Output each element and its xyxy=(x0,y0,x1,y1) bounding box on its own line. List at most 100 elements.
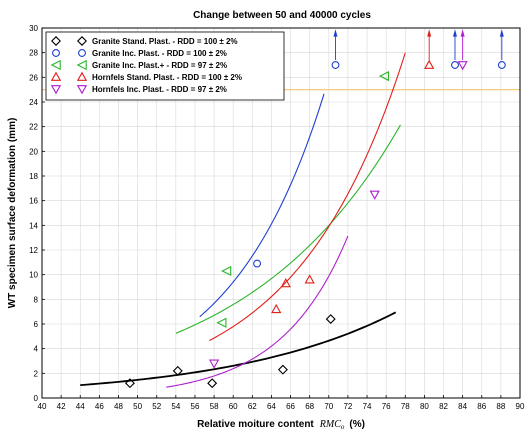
out-of-range-arrowhead xyxy=(452,29,457,37)
legend-label: Granite Stand. Plast. - RDD = 100 ± 2% xyxy=(92,37,238,46)
legend-marker xyxy=(77,36,87,46)
y-tick-label: 16 xyxy=(29,197,38,206)
x-tick-label: 58 xyxy=(210,402,219,411)
data-point xyxy=(378,71,389,82)
fit-curve-3 xyxy=(209,52,406,342)
legend-marker xyxy=(51,36,61,46)
legend-marker xyxy=(76,85,88,95)
x-tick-label: 62 xyxy=(248,402,257,411)
x-tick-label: 78 xyxy=(401,402,410,411)
data-point xyxy=(304,274,315,284)
y-axis-label: WT specimen surface deformation (mm) xyxy=(7,118,18,309)
data-point xyxy=(207,378,218,389)
x-tick-label: 84 xyxy=(458,402,467,411)
legend-marker xyxy=(76,71,88,81)
out-of-range-point xyxy=(424,59,435,69)
x-tick-label: 64 xyxy=(267,402,276,411)
out-of-range-markers xyxy=(331,29,506,71)
x-tick-label: 48 xyxy=(114,402,123,411)
y-tick-label: 12 xyxy=(29,246,38,255)
x-tick-label: 90 xyxy=(516,402,525,411)
x-axis-label-symbol: RMC xyxy=(319,419,341,430)
x-tick-label: 66 xyxy=(286,402,295,411)
x-tick-label: 44 xyxy=(76,402,85,411)
y-tick-label: 24 xyxy=(29,98,38,107)
x-tick-label: 50 xyxy=(133,402,142,411)
x-axis-label-text: Relative moiture content xyxy=(197,419,314,430)
x-tick-label: 52 xyxy=(152,402,161,411)
y-tick-label: 14 xyxy=(29,221,38,230)
data-point xyxy=(172,365,183,376)
fit-curve-1 xyxy=(199,93,325,318)
out-of-range-point xyxy=(451,61,459,69)
chart-title: Change between 50 and 40000 cycles xyxy=(193,10,371,21)
y-tick-label: 20 xyxy=(29,147,38,156)
y-tick-label: 6 xyxy=(34,320,39,329)
x-tick-label: 68 xyxy=(305,402,314,411)
x-tick-label: 76 xyxy=(382,402,391,411)
x-tick-label: 74 xyxy=(363,402,372,411)
y-tick-label: 22 xyxy=(29,123,38,132)
out-of-range-arrowhead xyxy=(427,29,432,37)
legend-label: Hornfels Stand. Plast. - RDD = 100 ± 2% xyxy=(92,73,242,82)
out-of-range-point xyxy=(331,61,340,69)
legend-marker xyxy=(50,85,62,95)
x-tick-label: 88 xyxy=(496,402,505,411)
x-tick-label: 72 xyxy=(343,402,352,411)
y-tick-label: 8 xyxy=(34,295,39,304)
legend-label: Granite Inc. Plast.+ - RDD = 97 ± 2% xyxy=(92,61,227,70)
data-point xyxy=(369,190,380,200)
data-point xyxy=(280,277,291,288)
plot-frame xyxy=(41,27,521,399)
x-tick-label: 42 xyxy=(57,402,66,411)
y-tick-label: 10 xyxy=(29,271,38,280)
x-tick-label: 56 xyxy=(191,402,200,411)
legend-marker xyxy=(50,59,61,71)
x-axis-label-subscript: o xyxy=(341,423,345,431)
x-axis-label: Relative moiture content RMCo (%) xyxy=(197,419,365,431)
data-point xyxy=(216,317,227,328)
out-of-range-point xyxy=(497,61,506,69)
x-tick-label: 40 xyxy=(38,402,47,411)
data-point xyxy=(253,259,262,268)
y-tick-label: 4 xyxy=(34,345,39,354)
out-of-range-arrowhead xyxy=(460,29,465,37)
out-of-range-point xyxy=(457,61,468,71)
legend-label: Granite Inc. Plast. - RDD = 100 ± 2% xyxy=(92,49,227,58)
x-tick-label: 80 xyxy=(420,402,429,411)
fit-curves xyxy=(80,52,406,388)
data-point xyxy=(325,314,336,325)
fit-curve-4 xyxy=(166,235,349,388)
legend-marker xyxy=(78,49,86,57)
x-axis-label-unit: (%) xyxy=(349,419,365,430)
out-of-range-arrowhead xyxy=(333,29,338,37)
x-tick-label: 70 xyxy=(324,402,333,411)
legend-marker xyxy=(52,49,60,57)
y-tick-label: 28 xyxy=(29,49,38,58)
legend-marker xyxy=(50,71,62,81)
y-tick-label: 2 xyxy=(34,369,39,378)
x-tick-label: 60 xyxy=(229,402,238,411)
x-tick-label: 86 xyxy=(477,402,486,411)
fit-curve-2 xyxy=(175,124,401,334)
data-point xyxy=(208,359,220,369)
x-tick-label: 82 xyxy=(439,402,448,411)
data-point xyxy=(221,265,232,277)
fit-curve-0 xyxy=(80,311,397,387)
y-tick-label: 30 xyxy=(29,24,38,33)
y-tick-label: 0 xyxy=(34,394,39,403)
data-point xyxy=(271,303,282,314)
data-point xyxy=(124,378,135,389)
legend: Granite Stand. Plast. - RDD = 100 ± 2% Gr… xyxy=(45,31,285,101)
legend-label: Hornfels Inc. Plast. - RDD = 97 ± 2% xyxy=(92,85,227,94)
y-tick-label: 26 xyxy=(29,73,38,82)
out-of-range-arrowhead xyxy=(499,29,504,37)
data-points xyxy=(124,71,389,389)
x-tick-label: 46 xyxy=(95,402,104,411)
x-tick-label: 54 xyxy=(171,402,180,411)
legend-marker xyxy=(76,59,87,71)
y-tick-label: 18 xyxy=(29,172,38,181)
axis-ticks: 40 42 44 46 48 50 52 54 56 58 60 62 64 66 68 70 72 74 76 78… xyxy=(29,24,525,411)
data-point xyxy=(277,364,288,375)
